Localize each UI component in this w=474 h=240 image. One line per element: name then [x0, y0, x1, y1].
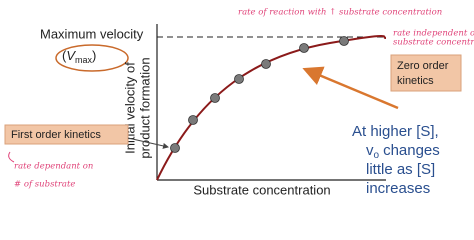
subscript: o: [374, 150, 380, 161]
point: [210, 93, 220, 103]
vmax-symbol: (Vmax): [62, 48, 96, 65]
zero-order-label: kinetics: [397, 75, 434, 87]
note-line: increases: [366, 180, 430, 197]
note-arrow: [8, 151, 15, 163]
right-note: substrate concentration: [393, 38, 474, 48]
point: [170, 143, 180, 153]
top-note: rate of reaction with ↑ substrate concen…: [238, 8, 442, 18]
point: [188, 115, 198, 125]
note-line: vo changes: [366, 142, 440, 161]
point: [339, 36, 349, 46]
first-order-arrow: [127, 137, 169, 149]
symbol: v: [366, 142, 374, 159]
zero-order-label: Zero order: [397, 60, 449, 72]
y-axis-label: product formation: [137, 57, 152, 158]
first-order-box: [4, 124, 129, 145]
point: [261, 59, 271, 69]
zero-order-arrow: [302, 66, 399, 110]
points: [170, 36, 349, 153]
note-text: changes: [383, 142, 440, 159]
symbol: V: [66, 48, 76, 63]
vmax-label: Maximum velocity: [40, 26, 144, 41]
note-line: little as [S]: [366, 161, 435, 178]
first-order-label: First order kinetics: [11, 129, 101, 141]
curve: [156, 35, 387, 181]
paren: (: [62, 48, 67, 63]
subscript: max: [75, 55, 93, 65]
right-note: rate independent of ↑: [393, 29, 474, 39]
paren: ): [92, 48, 96, 63]
page: {"annotations": {"top_note": "rate of re…: [4, 7, 474, 198]
x-axis-label: Substrate concentration: [193, 182, 330, 197]
left-note: rate dependant on: [14, 162, 93, 172]
point: [299, 43, 309, 53]
zero-order-box: [390, 54, 462, 92]
left-note: # of substrate: [14, 180, 75, 190]
diagram: rate of reaction with ↑ substrate concen…: [4, 8, 474, 197]
note-line: At higher [S],: [352, 123, 439, 140]
point: [234, 74, 244, 84]
vmax-circle: [55, 44, 129, 72]
